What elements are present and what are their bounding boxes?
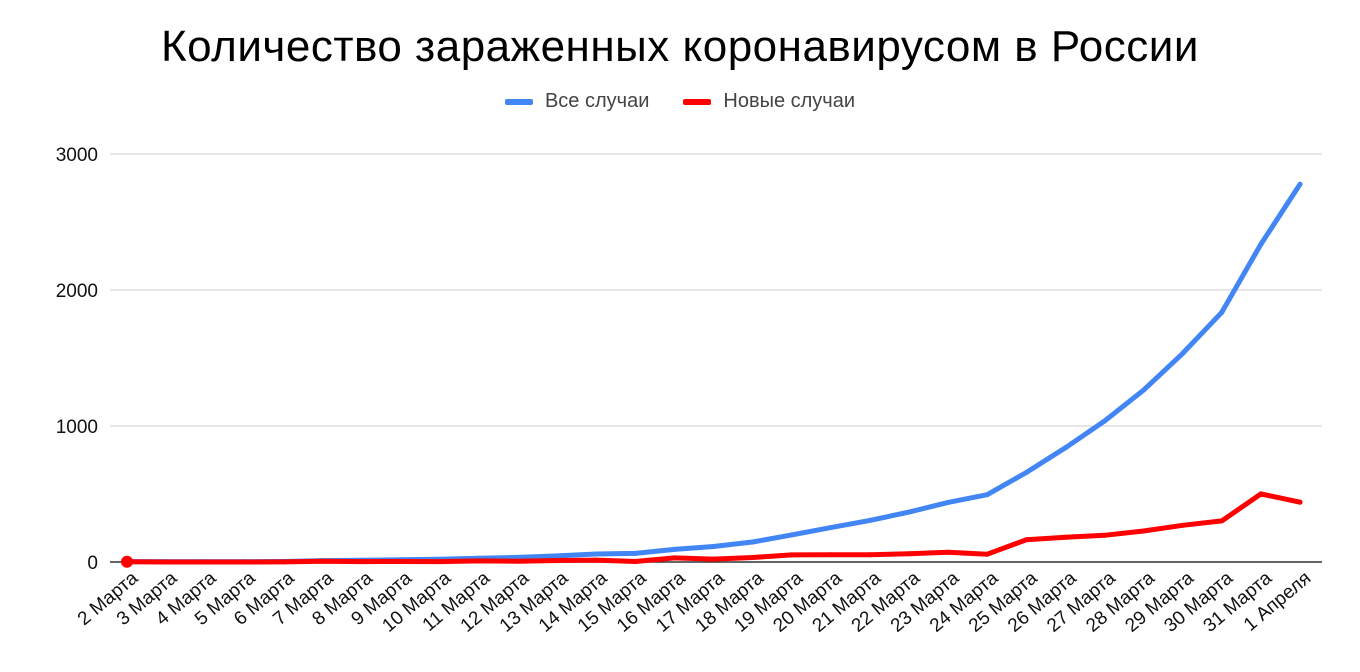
data-point-new-cases[interactable] — [476, 558, 482, 564]
data-point-new-cases[interactable] — [1180, 522, 1186, 528]
legend-swatch-all-cases — [504, 98, 533, 105]
data-point-new-cases[interactable] — [1297, 499, 1303, 505]
data-point-new-cases[interactable] — [1258, 491, 1264, 497]
data-point-new-cases[interactable] — [1062, 534, 1068, 540]
data-point-all-cases[interactable] — [554, 553, 560, 559]
data-point-new-cases[interactable] — [241, 559, 247, 565]
data-point-new-cases[interactable] — [554, 558, 560, 563]
data-point-all-cases[interactable] — [671, 546, 677, 552]
data-point-all-cases[interactable] — [1258, 241, 1264, 247]
data-point-all-cases[interactable] — [1062, 445, 1068, 451]
legend-label-all-cases: Все случаи — [544, 90, 650, 112]
legend-label-new-cases: Новые случаи — [723, 90, 856, 112]
data-point-new-cases[interactable] — [359, 559, 365, 565]
y-tick-label: 0 — [87, 553, 98, 574]
data-point-new-cases[interactable] — [828, 552, 834, 558]
data-point-new-cases[interactable] — [867, 552, 873, 558]
chart-title: Количество зараженных коронавирусом в Ро… — [161, 22, 1199, 71]
y-axis-ticks: 0 1000 2000 3000 — [56, 145, 98, 574]
series-line-all-cases[interactable] — [124, 181, 1303, 565]
data-point-all-cases[interactable] — [515, 554, 521, 560]
data-point-new-cases[interactable] — [202, 559, 208, 565]
series-line-new-cases[interactable] — [124, 491, 1303, 565]
data-point-new-cases[interactable] — [632, 559, 638, 564]
data-point-new-cases[interactable] — [1102, 532, 1107, 538]
data-point-all-cases[interactable] — [1297, 181, 1303, 187]
data-point-all-cases[interactable] — [750, 539, 756, 545]
data-point-new-cases[interactable] — [593, 557, 599, 563]
data-point-all-cases[interactable] — [828, 525, 834, 531]
legend-item-new-cases[interactable]: Новые случаи — [683, 90, 855, 113]
data-point-all-cases[interactable] — [945, 499, 951, 505]
data-point-new-cases[interactable] — [1023, 537, 1029, 543]
data-point-all-cases[interactable] — [593, 551, 599, 557]
y-tick-label: 1000 — [56, 417, 98, 438]
data-point-new-cases[interactable] — [750, 555, 756, 560]
y-tick-label: 2000 — [56, 281, 98, 302]
data-point-new-cases[interactable] — [437, 559, 443, 565]
data-point-new-cases[interactable] — [320, 558, 325, 564]
chart-legend: Все случаи Новые случаи — [0, 90, 1360, 113]
legend-item-all-cases[interactable]: Все случаи — [504, 90, 650, 113]
data-point-all-cases[interactable] — [1219, 309, 1225, 315]
data-point-new-cases[interactable] — [515, 558, 521, 564]
grid-lines — [110, 153, 1322, 563]
data-point-new-cases[interactable] — [984, 551, 990, 557]
data-point-all-cases[interactable] — [1180, 350, 1186, 356]
data-point-all-cases[interactable] — [711, 544, 716, 549]
data-point-all-cases[interactable] — [789, 532, 795, 538]
data-point-new-cases[interactable] — [906, 551, 912, 557]
data-point-new-cases[interactable] — [1219, 518, 1225, 524]
data-point-new-cases[interactable] — [945, 549, 951, 555]
data-point-new-cases[interactable] — [280, 559, 286, 565]
y-tick-label: 3000 — [56, 145, 98, 166]
legend-swatch-new-cases — [683, 98, 712, 105]
data-point-new-cases[interactable] — [711, 556, 716, 562]
data-point-new-cases[interactable] — [121, 555, 133, 568]
data-point-new-cases[interactable] — [789, 552, 795, 558]
data-point-all-cases[interactable] — [632, 550, 638, 556]
data-point-all-cases[interactable] — [984, 492, 990, 498]
data-point-all-cases[interactable] — [1023, 470, 1029, 475]
data-point-all-cases[interactable] — [1102, 418, 1107, 424]
data-point-new-cases[interactable] — [163, 559, 169, 565]
data-point-all-cases[interactable] — [906, 509, 912, 515]
data-point-new-cases[interactable] — [398, 559, 404, 564]
series-lines — [121, 181, 1303, 568]
data-point-all-cases[interactable] — [1141, 387, 1147, 393]
data-point-all-cases[interactable] — [867, 517, 873, 523]
data-point-new-cases[interactable] — [671, 555, 677, 561]
data-point-new-cases[interactable] — [1141, 528, 1147, 534]
